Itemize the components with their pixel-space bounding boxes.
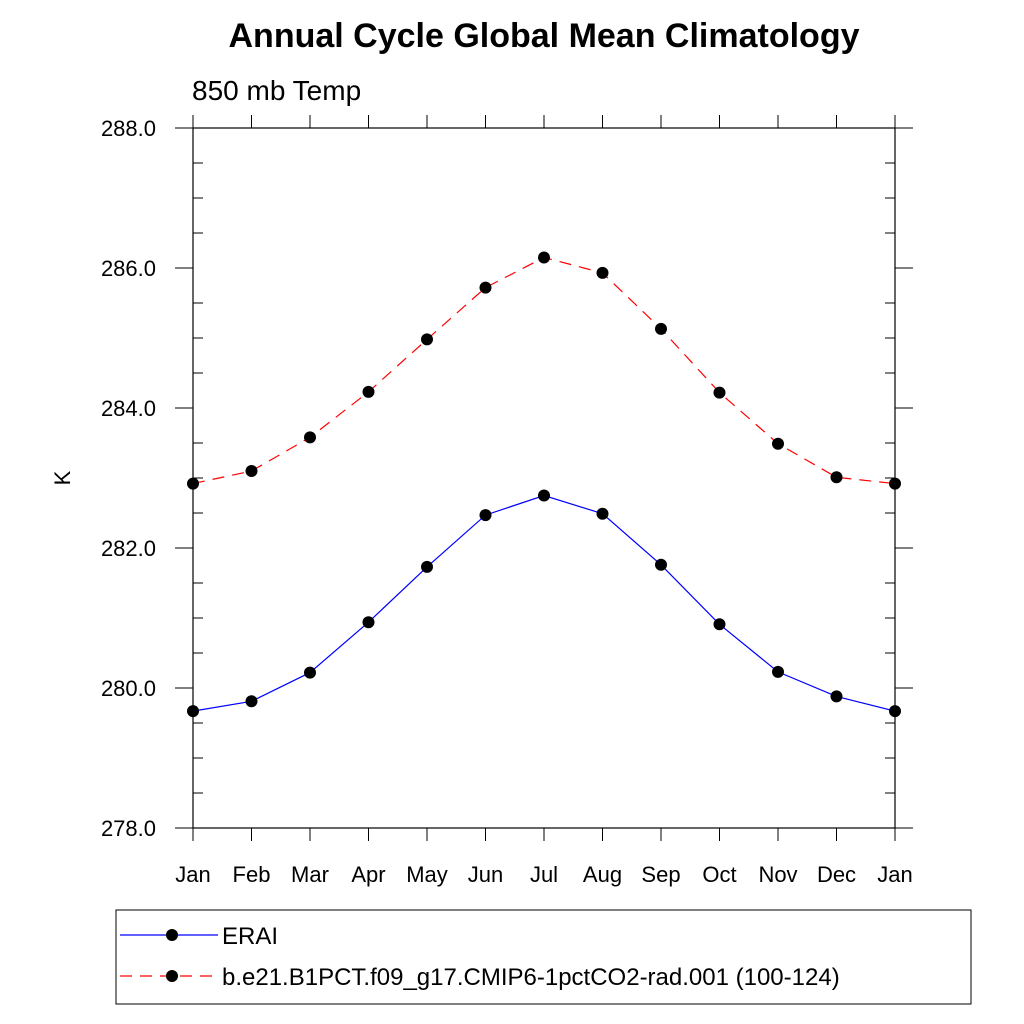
axes-layer: Jan Feb Mar Apr May Jun Jul Aug Sep Oct Nov Dec Jan 2… [101,115,913,887]
x-tick-label: Mar [291,862,329,887]
data-point [421,560,433,573]
legend-marker-0 [166,929,178,941]
legend: ERAI b.e21.B1PCT.f09_g17.CMIP6-1pctCO2-ra… [120,923,840,991]
data-point [889,477,901,490]
x-tick-label: Oct [702,862,736,887]
y-axis-label: K [50,470,75,485]
series-line-1 [192,256,896,485]
x-tick-label: Apr [351,862,385,887]
data-point [655,322,667,335]
series-line-0 [192,494,896,712]
x-tick-label: Jul [530,862,558,887]
data-point [713,386,726,399]
y-tick-label: 284.0 [101,396,156,421]
data-point [187,705,199,718]
y-tick-label: 280.0 [101,676,156,701]
data-point [362,616,375,629]
legend-label-0: ERAI [222,923,278,950]
data-point [187,477,199,490]
x-tick-label: Jan [175,862,210,887]
y-tick-label: 286.0 [101,256,156,281]
y-tick-label: 288.0 [101,116,156,141]
data-point [538,489,550,502]
legend-label-1: b.e21.B1PCT.f09_g17.CMIP6-1pctCO2-rad.00… [222,964,840,991]
x-tick-label: Feb [233,862,271,887]
data-point [713,618,726,631]
data-point [421,333,433,346]
chart-subtitle: 850 mb Temp [192,75,361,106]
y-tick-label: 282.0 [101,536,156,561]
x-tick-label: Nov [758,862,797,887]
data-point [479,281,492,294]
plot-frame [192,127,896,829]
data-point [245,465,258,477]
data-point [479,509,492,522]
x-tick-label: Aug [583,862,622,887]
x-tick-label: Jan [877,862,912,887]
data-point [304,666,316,679]
data-point [245,695,258,708]
data-point [830,471,843,484]
series-layer [187,251,901,718]
x-tick-label: May [406,862,448,887]
data-point [772,437,784,450]
x-tick-label: Jun [468,862,503,887]
data-point [772,665,784,678]
data-point [596,266,609,279]
data-point [538,251,550,264]
data-point [596,507,609,520]
data-point [830,690,843,703]
legend-box [115,909,972,1005]
data-point [889,705,901,718]
data-point [655,558,667,571]
x-tick-label: Dec [817,862,856,887]
chart-title: Annual Cycle Global Mean Climatology [229,17,860,55]
data-point [362,385,375,398]
x-tick-label: Sep [641,862,680,887]
y-tick-label: 278.0 [101,816,156,841]
data-point [304,431,316,444]
legend-marker-1 [166,970,178,982]
